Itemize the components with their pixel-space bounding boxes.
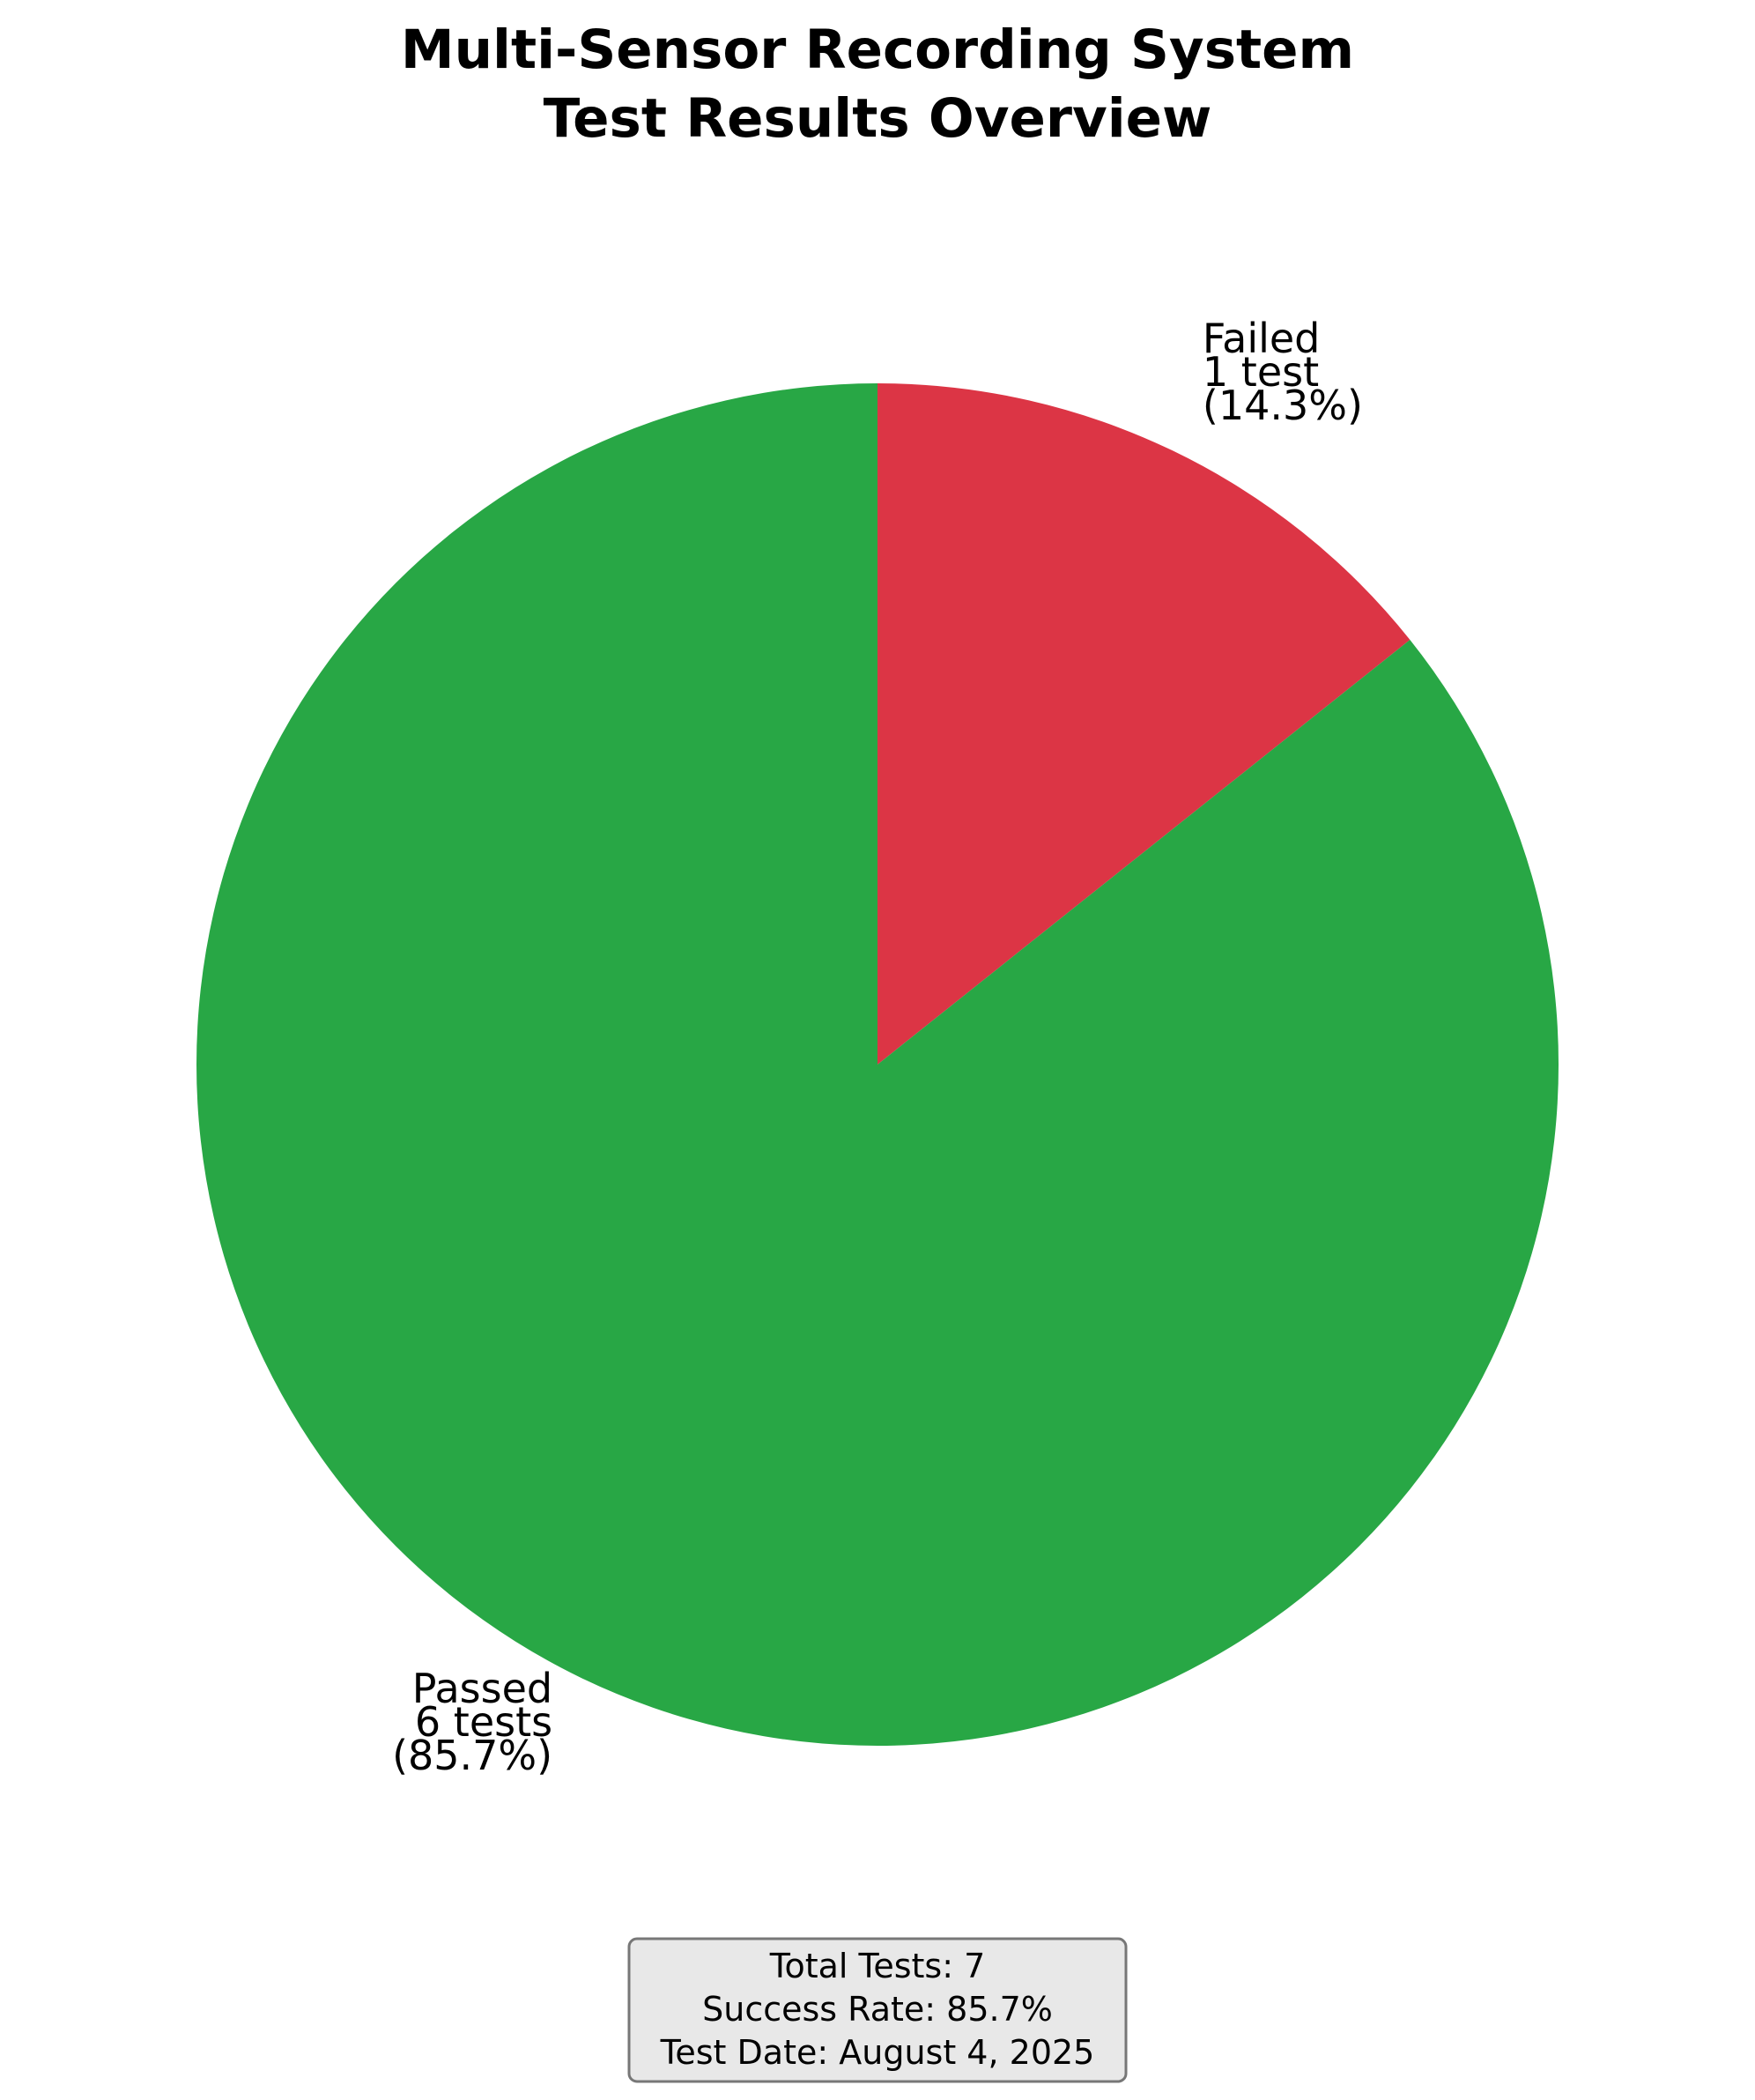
slice-label-passed-line-1: Passed (412, 1665, 552, 1712)
pie-slice-failed (878, 383, 1411, 1065)
pie-slice-passed (196, 383, 1559, 1747)
summary-success-rate: Success Rate: 85.7% (702, 1990, 1053, 2029)
slice-label-failed: Failed 1 test (14.3%) (1203, 315, 1363, 429)
pie-slices (196, 383, 1559, 1747)
slice-label-failed-line-1: Failed (1203, 315, 1321, 362)
slice-label-passed-line-3: (85.7%) (392, 1732, 552, 1779)
chart-title-line-2: Test Results Overview (544, 87, 1212, 150)
chart-title-line-1: Multi-Sensor Recording System (401, 19, 1354, 81)
slice-label-passed-line-2: 6 tests (415, 1698, 552, 1746)
slice-label-failed-line-3: (14.3%) (1203, 382, 1363, 429)
slice-label-failed-line-2: 1 test (1203, 348, 1319, 396)
summary-total-tests: Total Tests: 7 (769, 1947, 986, 1985)
summary-test-date: Test Date: August 4, 2025 (660, 2033, 1095, 2072)
slice-labels: Failed 1 test (14.3%) Passed 6 tests (85.7%) (392, 315, 1363, 1779)
slice-label-passed: Passed 6 tests (85.7%) (392, 1665, 552, 1779)
summary-box: Total Tests: 7 Success Rate: 85.7% Test … (627, 1937, 1128, 2083)
summary-box-background (627, 1937, 1128, 2083)
